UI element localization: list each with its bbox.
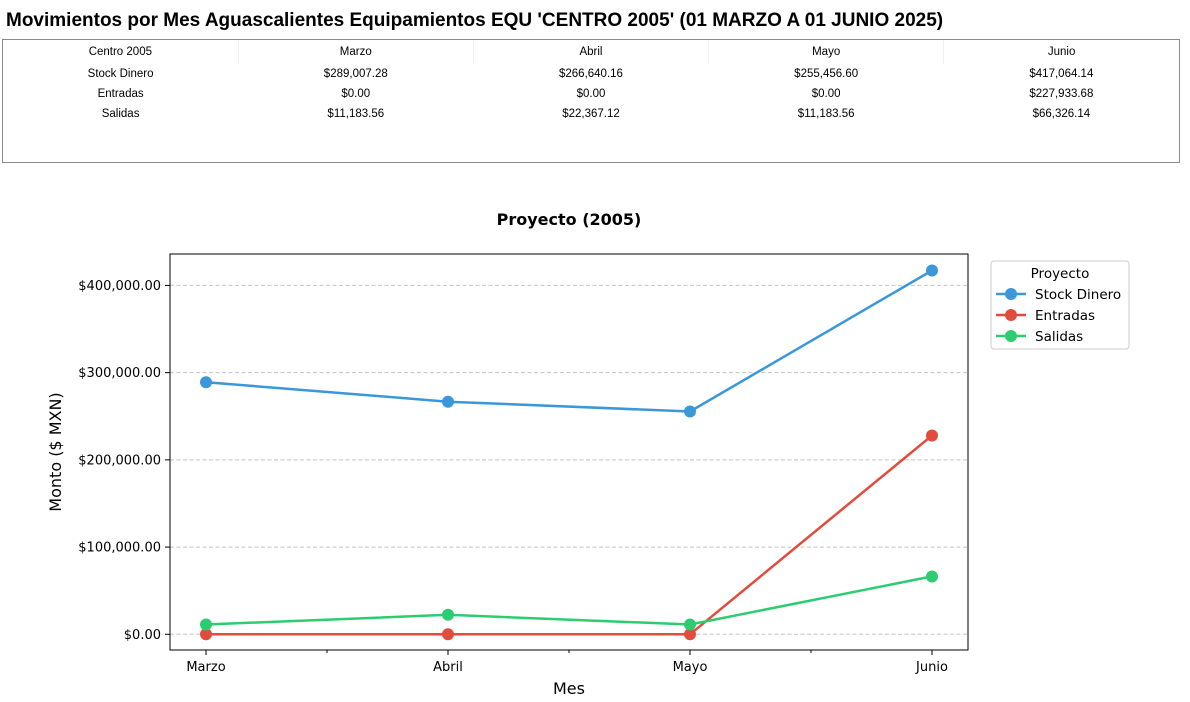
table-cell: $417,064.14 [1029,68,1094,80]
x-tick-label: Mayo [673,660,708,675]
table-cell: $227,933.68 [1029,88,1094,100]
series-line [205,269,933,413]
x-tick-label: Marzo [186,660,225,675]
legend-marker [1005,288,1017,300]
header-cell-centro: Centro 2005 [3,40,239,64]
table-cell: $66,326.14 [1032,108,1091,120]
table-cell: $0.00 [811,88,841,100]
y-tick-label: $0.00 [124,628,161,643]
table-cell: $266,640.16 [558,68,623,80]
y-tick-label: $200,000.00 [78,453,161,468]
table-row: Entradas $0.00 $0.00 $0.00 $227,933.68 [3,84,1179,104]
y-tick-label: $100,000.00 [78,541,161,556]
legend-label: Salidas [1035,329,1083,345]
data-point [926,429,938,442]
data-point [442,608,454,621]
data-point [200,628,212,641]
x-tick-label: Junio [915,660,948,675]
table-cell: $0.00 [576,88,606,100]
row-label: Entradas [97,88,144,100]
table-cell: $0.00 [341,88,371,100]
page-title: Movimientos por Mes Aguascalientes Equip… [6,10,944,31]
data-point [200,618,212,631]
y-tick-label: $300,000.00 [78,366,161,381]
chart-title: Proyecto (2005) [497,210,642,229]
y-tick-label: $400,000.00 [78,279,161,294]
data-point [442,628,454,641]
data-point [442,395,454,408]
series-line [205,575,933,626]
summary-table: Centro 2005 Marzo Abril Mayo Junio Stock… [3,40,1179,124]
series-line [206,434,933,636]
row-label: Salidas [101,108,140,120]
series-layer [200,264,938,641]
x-axis: Marzo Abril Mayo Junio [186,650,948,675]
header-cell-marzo: Marzo [238,40,474,64]
header-cell-junio: Junio [1047,46,1076,58]
data-point [684,628,696,641]
legend-title: Proyecto [1031,266,1090,282]
row-label: Stock Dinero [87,68,154,80]
table-cell: $255,456.60 [794,68,859,80]
table-row: Stock Dinero $289,007.28 $266,640.16 $25… [3,64,1179,84]
x-axis-label: Mes [553,679,585,698]
summary-header-row: Centro 2005 Marzo Abril Mayo Junio [3,40,1179,64]
table-cell: $11,183.56 [327,108,385,120]
table-cell: $289,007.28 [323,68,388,80]
summary-table-panel: Centro 2005 Marzo Abril Mayo Junio Stock… [2,39,1180,163]
x-tick-label: Abril [433,660,463,675]
legend-box [990,260,1130,350]
data-point [200,376,212,389]
table-cell: $11,183.56 [797,108,855,120]
plot-frame [169,253,969,651]
y-axis: $0.00 $100,000.00 $200,000.00 $300,000.00 $4… [78,279,170,643]
data-point [684,618,696,631]
legend-marker [1005,309,1017,321]
header-cell-mayo: Mayo [708,40,945,64]
legend-entries: Stock Dinero Entradas Salidas [996,287,1121,345]
table-row: Salidas $11,183.56 $22,367.12 $11,183.56… [3,104,1179,124]
legend-label: Entradas [1035,308,1095,324]
data-point [926,264,938,277]
header-cell-abril: Abril [473,40,710,64]
grid-lines [170,284,968,635]
data-point [926,570,938,583]
y-axis-label: Monto ($ MXN) [46,392,65,511]
legend: Proyecto Stock Dinero Entradas Salidas [990,260,1130,350]
legend-marker [1005,330,1017,342]
data-point [684,405,696,418]
table-cell: $22,367.12 [562,108,620,120]
legend-label: Stock Dinero [1035,287,1121,303]
